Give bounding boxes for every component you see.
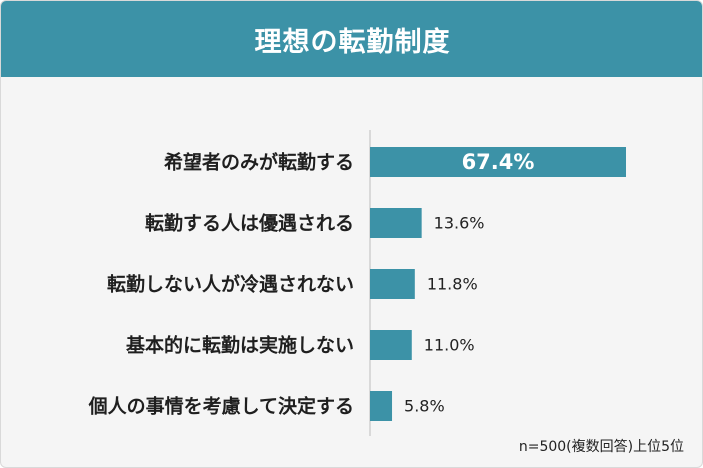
- chart-header: 理想の転勤制度: [1, 1, 702, 77]
- bar: [370, 391, 393, 421]
- category-label: 基本的に転勤は実施しない: [125, 334, 354, 357]
- bar: [370, 269, 415, 299]
- sample-note: n=500(複数回答)上位5位: [518, 439, 684, 455]
- chart-area: 希望者のみが転勤する 67.4% 転勤する人は優遇される 13.6% 転勤しない人が冷遇…: [1, 77, 702, 467]
- bar-chart: 希望者のみが転勤する 67.4% 転勤する人は優遇される 13.6% 転勤しない人が冷遇…: [88, 130, 626, 436]
- category-label: 個人の事情を考慮して決定する: [88, 395, 354, 418]
- data-label: 11.0%: [424, 336, 475, 355]
- data-label: 5.8%: [404, 397, 445, 416]
- category-label: 希望者のみが転勤する: [164, 151, 354, 174]
- bar: [370, 147, 626, 177]
- bar: [370, 330, 412, 360]
- category-label: 転勤する人は優遇される: [145, 212, 354, 235]
- data-label: 13.6%: [434, 214, 485, 233]
- chart-title: 理想の転勤制度: [254, 26, 451, 58]
- bar: [370, 208, 422, 238]
- data-label: 67.4%: [462, 150, 535, 174]
- category-label: 転勤しない人が冷遇されない: [107, 273, 354, 296]
- data-label: 11.8%: [427, 275, 478, 294]
